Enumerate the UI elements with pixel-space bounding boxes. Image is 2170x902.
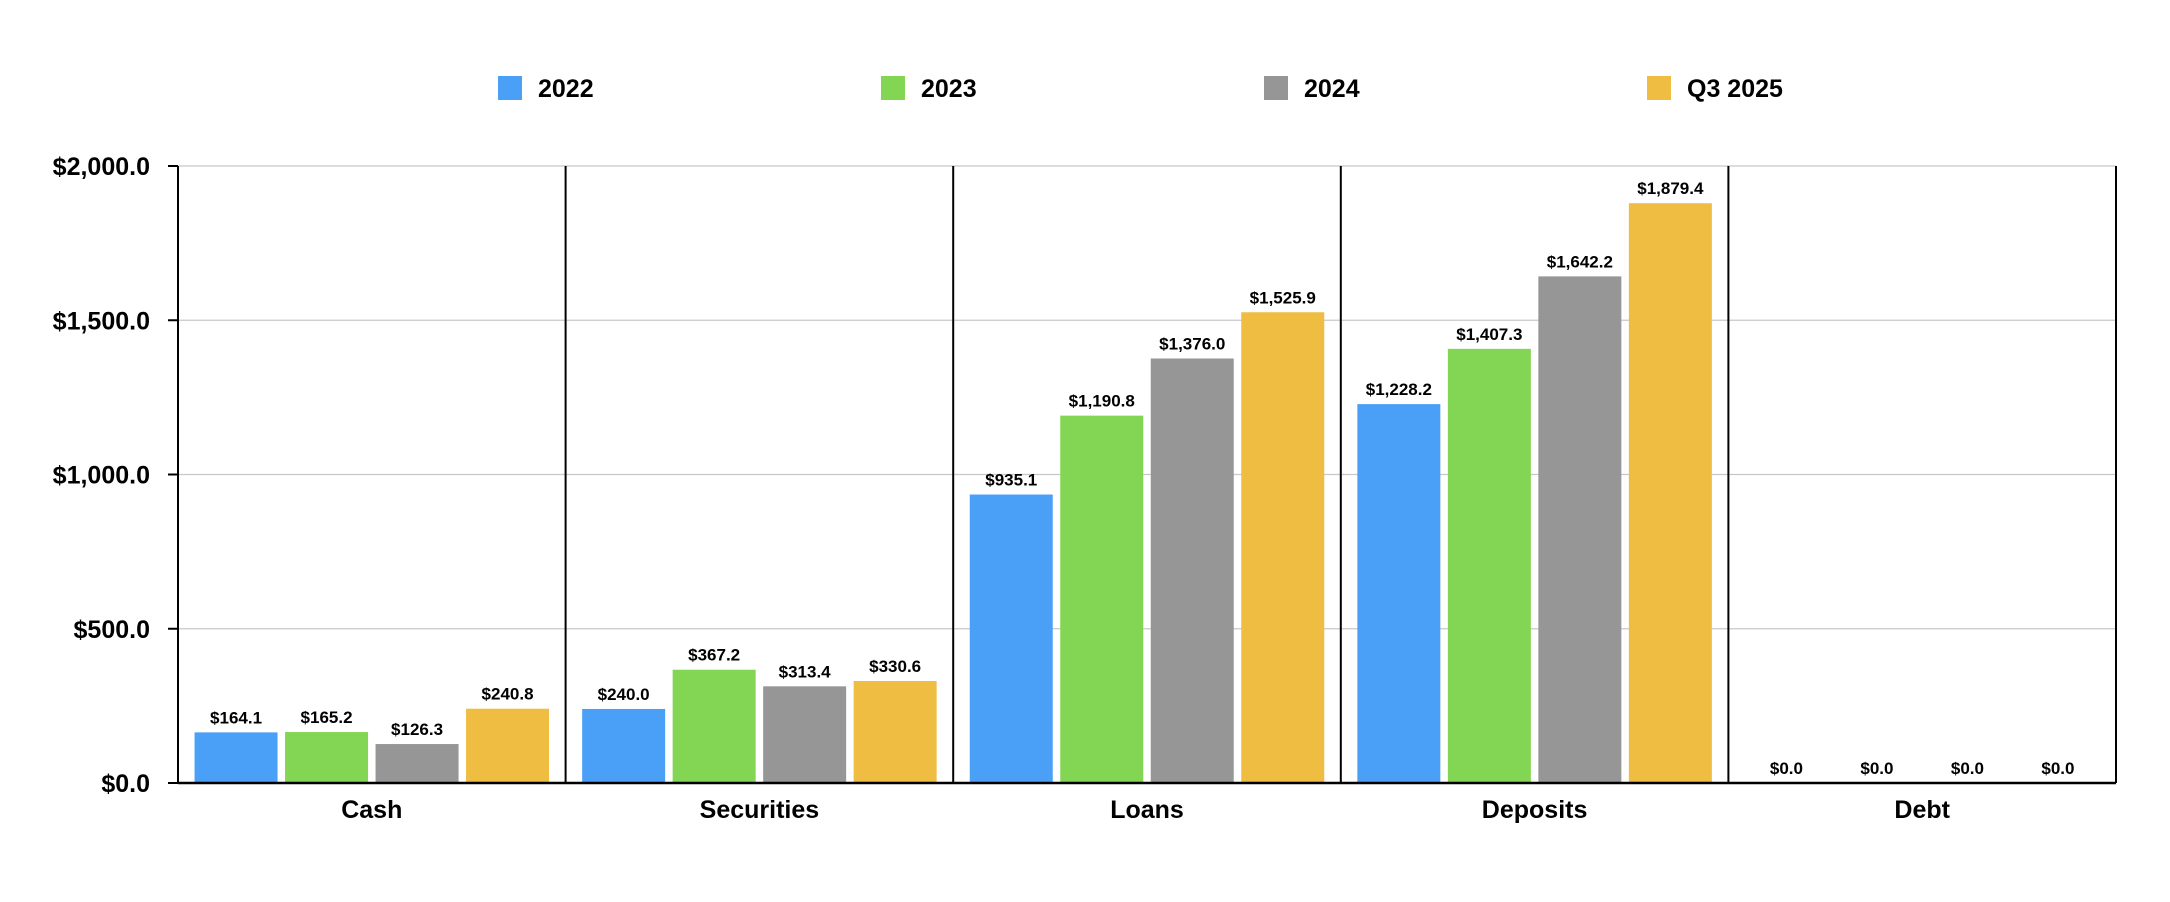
data-label: $240.0 <box>598 685 650 704</box>
legend: 2022 2023 2024 Q3 2025 <box>498 75 1783 103</box>
x-category-label-loans: Loans <box>1110 796 1184 824</box>
data-label: $1,525.9 <box>1250 288 1316 307</box>
bar-deposits-2022 <box>1357 404 1441 783</box>
legend-label-q3-2025: Q3 2025 <box>1687 75 1783 103</box>
y-axis: $0.0 $500.0 $1,000.0 $1,500.0 $2,000.0 <box>53 153 178 798</box>
legend-swatch-q3-2025 <box>1647 76 1671 100</box>
data-label: $1,376.0 <box>1159 335 1225 354</box>
data-label: $330.6 <box>869 657 921 676</box>
y-tick-label: $0.0 <box>101 770 150 798</box>
bar-loans-q3-2025 <box>1241 312 1325 783</box>
bar-deposits-2024 <box>1538 276 1622 783</box>
data-label: $240.8 <box>482 685 534 704</box>
legend-swatch-2022 <box>498 76 522 100</box>
legend-label-2022: 2022 <box>538 75 594 103</box>
bar-deposits-q3-2025 <box>1628 203 1712 784</box>
data-label: $1,407.3 <box>1456 325 1522 344</box>
bar-cash-2024 <box>375 744 459 783</box>
data-label: $1,190.8 <box>1069 392 1135 411</box>
legend-label-2024: 2024 <box>1304 75 1360 103</box>
x-category-label-debt: Debt <box>1894 796 1950 824</box>
bar-cash-q3-2025 <box>466 708 550 783</box>
data-label: $0.0 <box>1860 759 1893 778</box>
bar-cash-2023 <box>285 732 369 783</box>
gridlines <box>178 165 2116 630</box>
x-category-label-securities: Securities <box>700 796 820 824</box>
bar-loans-2023 <box>1060 415 1144 783</box>
data-label: $313.4 <box>779 662 832 681</box>
data-label: $0.0 <box>2041 759 2074 778</box>
data-label: $164.1 <box>210 708 262 727</box>
data-label: $0.0 <box>1951 759 1984 778</box>
bar-cash-2022 <box>194 732 278 783</box>
x-category-label-cash: Cash <box>341 796 402 824</box>
legend-label-2023: 2023 <box>921 75 977 103</box>
data-label: $0.0 <box>1770 759 1803 778</box>
y-tick-label: $1,000.0 <box>53 462 150 490</box>
bar-deposits-2023 <box>1447 348 1531 783</box>
data-label: $126.3 <box>391 720 443 739</box>
y-tick-label: $2,000.0 <box>53 153 150 181</box>
bar-securities-2024 <box>763 686 847 783</box>
data-labels: $164.1 $165.2 $126.3 $240.8 $240.0 $367.2 $313… <box>210 179 2074 778</box>
x-axis: Cash Securities Loans Deposits Debt <box>178 781 2116 824</box>
category-dividers <box>177 166 2117 783</box>
legend-swatch-2023 <box>881 76 905 100</box>
data-label: $1,879.4 <box>1637 179 1704 198</box>
bar-securities-2023 <box>672 669 756 783</box>
legend-swatch-2024 <box>1264 76 1288 100</box>
x-category-label-deposits: Deposits <box>1482 796 1588 824</box>
bar-securities-q3-2025 <box>853 681 937 783</box>
bars <box>194 203 1712 784</box>
y-tick-label: $1,500.0 <box>53 307 150 335</box>
data-label: $1,642.2 <box>1547 252 1613 271</box>
y-tick-label: $500.0 <box>74 616 150 644</box>
bar-loans-2022 <box>969 494 1053 783</box>
data-label: $367.2 <box>688 646 740 665</box>
bar-loans-2024 <box>1150 358 1234 783</box>
data-label: $1,228.2 <box>1366 380 1432 399</box>
bar-securities-2022 <box>582 708 666 783</box>
data-label: $165.2 <box>301 708 353 727</box>
data-label: $935.1 <box>985 471 1037 490</box>
